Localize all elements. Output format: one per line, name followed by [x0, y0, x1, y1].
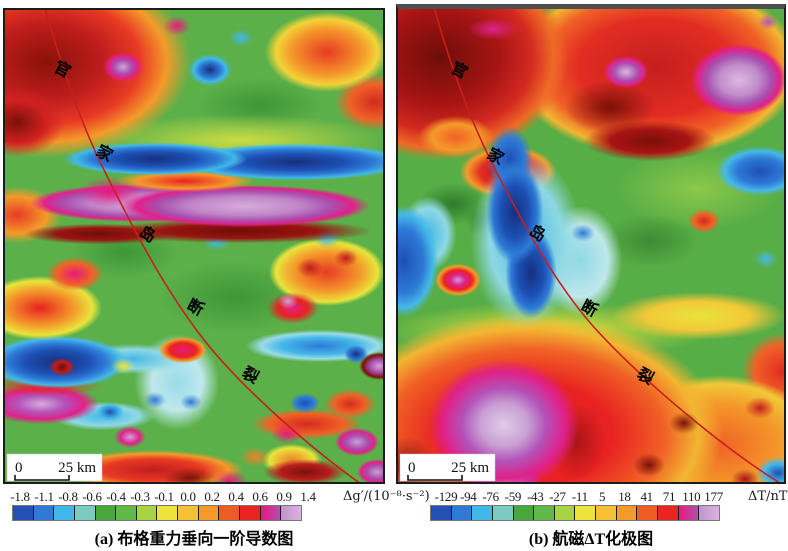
scale-bar-line [407, 475, 463, 481]
colorbar-segment [637, 506, 659, 520]
colorbar-segment [116, 506, 137, 520]
colorbar-segment [95, 506, 117, 520]
colorbar-tick-label: -76 [482, 489, 499, 504]
colorbar-segment [699, 506, 719, 520]
colorbar-tick-label: 41 [640, 489, 653, 504]
colorbar-tick-label: -59 [504, 489, 522, 504]
colorbar-segment [534, 506, 555, 520]
fault-label-char: 官 [448, 58, 471, 82]
colorbar-segment [13, 506, 34, 520]
scale-bar-zero: 0 [15, 460, 23, 476]
scale-bar-distance: 25 km [58, 460, 96, 476]
colorbar-tick-row: -129 -94 -76 -59 -43 -27 -11 5 18 41 71 110 177 [430, 489, 730, 505]
colorbar-tick-row: -1.8 -1.1 -0.8 -0.6 -0.4 -0.3 -0.1 0.0 0.2 0.4 0.6… [10, 489, 316, 505]
fault-label-char: 家 [93, 141, 117, 166]
aeromagnetic-map [398, 9, 784, 482]
colorbar-segment [431, 506, 452, 520]
colorbar-segment [554, 506, 576, 520]
colorbar-segment [492, 506, 514, 520]
panel-b-caption: (b) 航磁ΔT化极图 [528, 531, 654, 548]
fault-label-char: 岛 [136, 222, 159, 246]
colorbar-segment [157, 506, 179, 520]
colorbar-segment [575, 506, 597, 520]
map-panel-b: 官 家 岛 断 裂 0 25 km [396, 4, 786, 484]
fault-label-char: 家 [484, 144, 508, 169]
colorbar-magnetic: -129 -94 -76 -59 -43 -27 -11 5 18 41 71 110 177 ΔT/n… [430, 489, 788, 521]
colorbar-tick-label: 177 [704, 489, 723, 504]
scale-bar-box [399, 453, 496, 482]
scale-bar: 0 25 km [6, 453, 103, 482]
colorbar-unit: ΔT/nT [748, 489, 788, 504]
colorbar-tick-label: -0.1 [154, 489, 174, 504]
colorbar-segment [33, 506, 55, 520]
colorbar-segment [198, 506, 220, 520]
colorbar-gravity: -1.8 -1.1 -0.8 -0.6 -0.4 -0.3 -0.1 0.0 0.2 0.4 0.6… [10, 489, 430, 521]
colorbar-tick-label: 5 [598, 489, 606, 504]
scale-bar-line [14, 475, 70, 481]
colorbar-segment [451, 506, 473, 520]
fault-name-label: 官 家 岛 断 裂 [448, 58, 657, 388]
colorbar-tick-label: 0.2 [204, 489, 220, 504]
colorbar-tick-label: -0.3 [130, 489, 150, 504]
fault-line [433, 9, 780, 482]
colorbar-segment [678, 506, 700, 520]
colorbar-tick-label: -11 [571, 489, 588, 504]
colorbar-segment [260, 506, 282, 520]
colorbar-segment [219, 506, 241, 520]
fault-label-char: 断 [578, 296, 601, 320]
colorbar-tick-label: 0.9 [276, 489, 292, 504]
colorbar-scale [430, 505, 720, 521]
colorbar-tick-label: 18 [618, 489, 631, 504]
colorbar-tick-label: 0.6 [252, 489, 268, 504]
gravity-derivative-map [5, 10, 383, 482]
colorbar-tick-label: -0.4 [106, 489, 126, 504]
colorbar-tick-label: -94 [460, 489, 477, 504]
colorbar-tick-label: -1.8 [10, 489, 30, 504]
colorbar-tick-label: 110 [682, 489, 701, 504]
colorbar-tick-label: -129 [434, 489, 458, 504]
colorbar-tick-label: -43 [526, 489, 544, 504]
colorbar-tick-label: -0.6 [82, 489, 102, 504]
fault-label-char: 官 [51, 57, 74, 81]
colorbar-tick-label: -0.8 [58, 489, 78, 504]
fault-line [44, 10, 360, 482]
fault-label-char: 裂 [633, 364, 657, 389]
colorbar-tick-label: 1.4 [300, 489, 316, 504]
colorbar-tick-label: 0.4 [228, 489, 244, 504]
colorbar-segment [616, 506, 638, 520]
colorbar-tick-label: -1.1 [34, 489, 54, 504]
colorbar-tick-label: 71 [662, 489, 676, 504]
colorbar-segment [136, 506, 158, 520]
fault-label-char: 裂 [238, 363, 262, 388]
panel-a-caption: (a) 布格重力垂向一阶导数图 [94, 531, 294, 548]
colorbar-tick-label: 0.0 [180, 489, 196, 504]
colorbar-segment [281, 506, 301, 520]
scale-bar: 0 25 km [399, 453, 496, 482]
fault-name-label: 官 家 岛 断 裂 [51, 57, 262, 387]
scale-bar-zero: 0 [408, 460, 416, 476]
scale-bar-box [6, 453, 103, 482]
fault-label-char: 岛 [526, 221, 549, 245]
colorbar-segment [513, 506, 535, 520]
map-overlay-b: 官 家 岛 断 裂 0 25 km [399, 9, 780, 482]
colorbar-segment [178, 506, 199, 520]
map-panel-a: 官 家 岛 断 裂 0 25 km [3, 8, 385, 484]
colorbar-segment [472, 506, 493, 520]
colorbar-scale [12, 505, 302, 521]
scale-bar-distance: 25 km [451, 460, 489, 476]
colorbar-segment [74, 506, 96, 520]
fault-label-char: 断 [184, 295, 207, 319]
colorbar-segment [596, 506, 617, 520]
colorbar-segment [54, 506, 75, 520]
colorbar-tick-label: -27 [549, 489, 566, 504]
map-overlay-a: 官 家 岛 断 裂 0 25 km [6, 10, 360, 482]
colorbar-segment [658, 506, 679, 520]
colorbar-segment [240, 506, 261, 520]
colorbar-unit: Δg′/(10⁻⁸·s⁻²) [343, 489, 430, 504]
